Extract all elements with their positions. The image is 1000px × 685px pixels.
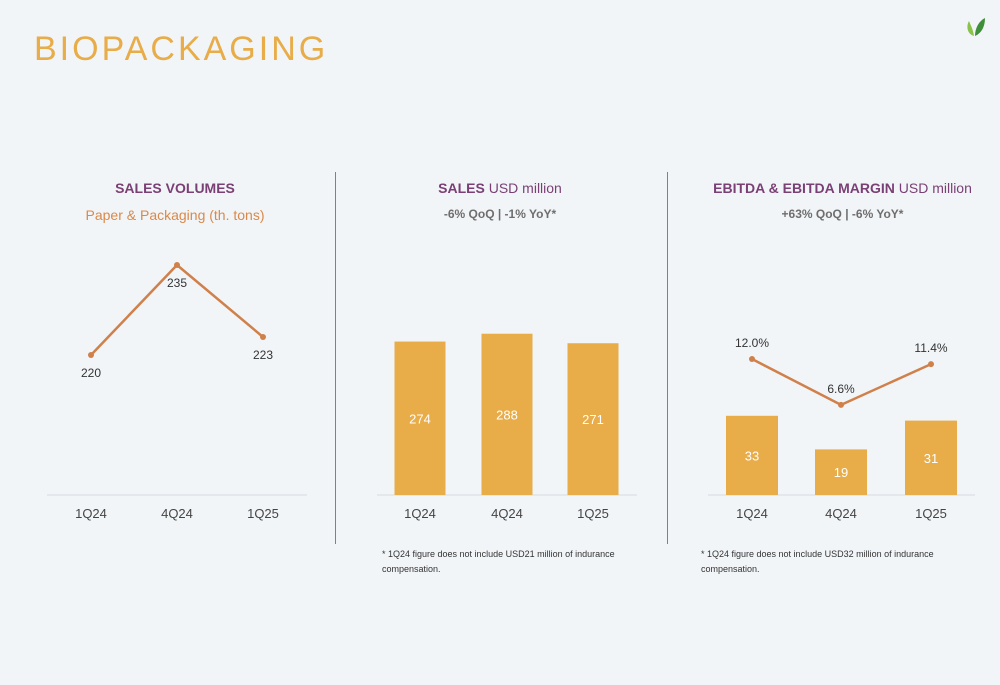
panel-subtitle: Paper & Packaging (th. tons) [85, 207, 265, 223]
data-label: 220 [81, 366, 101, 380]
footnote: * 1Q24 figure does not include USD21 mil… [382, 547, 615, 577]
divider-right [667, 172, 668, 544]
data-label: 235 [167, 276, 187, 290]
footnote-line: compensation. [382, 564, 441, 574]
data-point [260, 334, 266, 340]
sales-volumes-panel: SALES VOLUMES Paper & Packaging (th. ton… [20, 0, 330, 685]
data-label: 223 [253, 348, 273, 362]
bar-value-label: 288 [496, 407, 518, 422]
bar [726, 415, 778, 495]
panel-subtitle: +63% QoQ | -6% YoY* [781, 207, 904, 221]
bar-value-label: 31 [924, 451, 938, 466]
data-point [174, 262, 180, 268]
bar-value-label: 271 [582, 412, 604, 427]
footnote-line: * 1Q24 figure does not include USD21 mil… [382, 549, 615, 559]
x-tick-label: 4Q24 [825, 506, 857, 521]
sales-panel: SALES USD million -6% QoQ | -1% YoY* * 1… [345, 0, 655, 685]
bar [567, 343, 619, 495]
footnote-line: * 1Q24 figure does not include USD32 mil… [701, 549, 934, 559]
bar-value-label: 274 [409, 411, 431, 426]
leaf-icon [967, 18, 985, 36]
ebitda-panel: EBITDA & EBITDA MARGIN USD million +63% … [685, 0, 1000, 685]
data-point [838, 401, 844, 408]
data-label: 6.6% [827, 382, 855, 396]
x-tick-label: 1Q24 [75, 506, 107, 521]
x-tick-label: 1Q25 [915, 506, 947, 521]
data-point [928, 361, 934, 368]
bar [905, 420, 957, 495]
footnote: * 1Q24 figure does not include USD32 mil… [701, 547, 934, 577]
panel-heading-bold: SALES VOLUMES [115, 180, 235, 196]
panel-heading: SALES VOLUMES [20, 180, 330, 196]
bar [394, 341, 446, 495]
footnote-line: compensation. [701, 564, 760, 574]
bar [481, 333, 533, 495]
data-label: 11.4% [914, 341, 947, 355]
x-tick-label: 1Q25 [247, 506, 279, 521]
panel-heading: SALES USD million [345, 180, 655, 196]
panel-heading-unit: USD million [894, 180, 972, 196]
divider-left [335, 172, 336, 544]
bar-value-label: 33 [745, 448, 759, 463]
data-point [749, 356, 755, 362]
panel-heading-bold: EBITDA & EBITDA MARGIN [713, 180, 895, 196]
panel-heading-unit: USD million [484, 180, 562, 196]
panel-subtitle: -6% QoQ | -1% YoY* [443, 207, 557, 221]
bar-value-label: 19 [834, 465, 848, 480]
x-tick-label: 4Q24 [491, 506, 523, 521]
data-point [88, 352, 94, 358]
x-tick-label: 1Q24 [404, 506, 436, 521]
panel-heading: EBITDA & EBITDA MARGIN USD million [685, 180, 1000, 196]
bar [815, 449, 867, 495]
x-tick-label: 1Q25 [577, 506, 609, 521]
page-title: BIOPACKAGING [34, 30, 329, 68]
panel-heading-bold: SALES [438, 180, 485, 196]
x-tick-label: 4Q24 [161, 506, 193, 521]
x-tick-label: 1Q24 [736, 506, 768, 521]
data-label: 12.0% [735, 336, 769, 350]
